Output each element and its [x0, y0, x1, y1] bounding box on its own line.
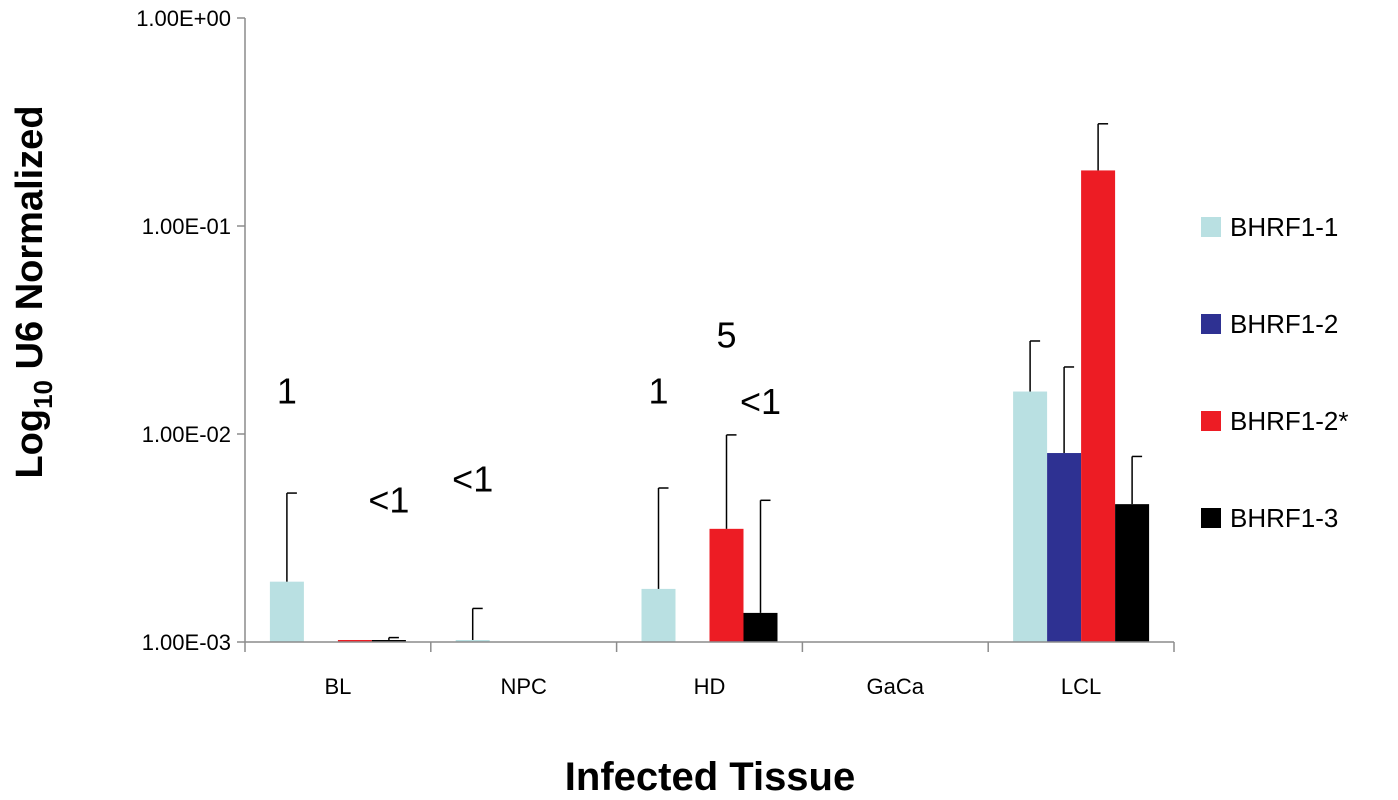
axes-group: 1.00E-03 1.00E-02 1.00E-01 1.00E+00 BL NPC HD G… [136, 6, 1175, 699]
bar [371, 640, 406, 642]
y-axis-title-subscript: 10 [28, 380, 58, 409]
legend-label: BHRF1-1 [1230, 212, 1338, 242]
legend-swatch [1201, 411, 1221, 431]
bar [337, 640, 372, 642]
data-annotation: 1 [277, 371, 297, 412]
x-axis-title: Infected Tissue [565, 755, 855, 799]
y-axis-title-rest: U6 Normalized [9, 105, 51, 380]
data-annotation: <1 [740, 381, 781, 422]
legend-label: BHRF1-2* [1230, 406, 1348, 436]
x-tick-label: LCL [1061, 674, 1101, 699]
y-tick-label: 1.00E-03 [142, 630, 231, 655]
legend-label: BHRF1-3 [1230, 503, 1338, 533]
y-axis-title-main: Log [9, 409, 51, 479]
annotations-group: 1<1<115<1 [277, 315, 781, 521]
legend: BHRF1-1 BHRF1-2 BHRF1-2* BHRF1-3 [1201, 212, 1348, 533]
bar [1013, 391, 1048, 642]
x-tick-label: BL [324, 674, 351, 699]
bar [455, 640, 490, 642]
legend-swatch [1201, 314, 1221, 334]
y-axis-title: Log10 U6 Normalized [9, 105, 58, 478]
x-tick-label: NPC [500, 674, 547, 699]
y-tick-label: 1.00E-01 [142, 214, 231, 239]
bar [269, 581, 304, 642]
legend-swatch [1201, 217, 1221, 237]
bar [1081, 170, 1116, 642]
y-tick-label: 1.00E+00 [136, 6, 231, 31]
bar [1115, 504, 1150, 642]
bar [709, 528, 744, 642]
data-annotation: <1 [368, 479, 409, 520]
bars-group [269, 170, 1150, 642]
error-bars-group [286, 123, 1143, 640]
bar [641, 588, 676, 642]
data-annotation: <1 [452, 458, 493, 499]
x-tick-label: GaCa [867, 674, 925, 699]
data-annotation: 5 [716, 315, 736, 356]
x-tick-label: HD [694, 674, 726, 699]
legend-label: BHRF1-2 [1230, 309, 1338, 339]
legend-swatch [1201, 508, 1221, 528]
bar [1047, 453, 1082, 642]
data-annotation: 1 [648, 371, 668, 412]
y-tick-label: 1.00E-02 [142, 422, 231, 447]
bar [743, 612, 778, 642]
